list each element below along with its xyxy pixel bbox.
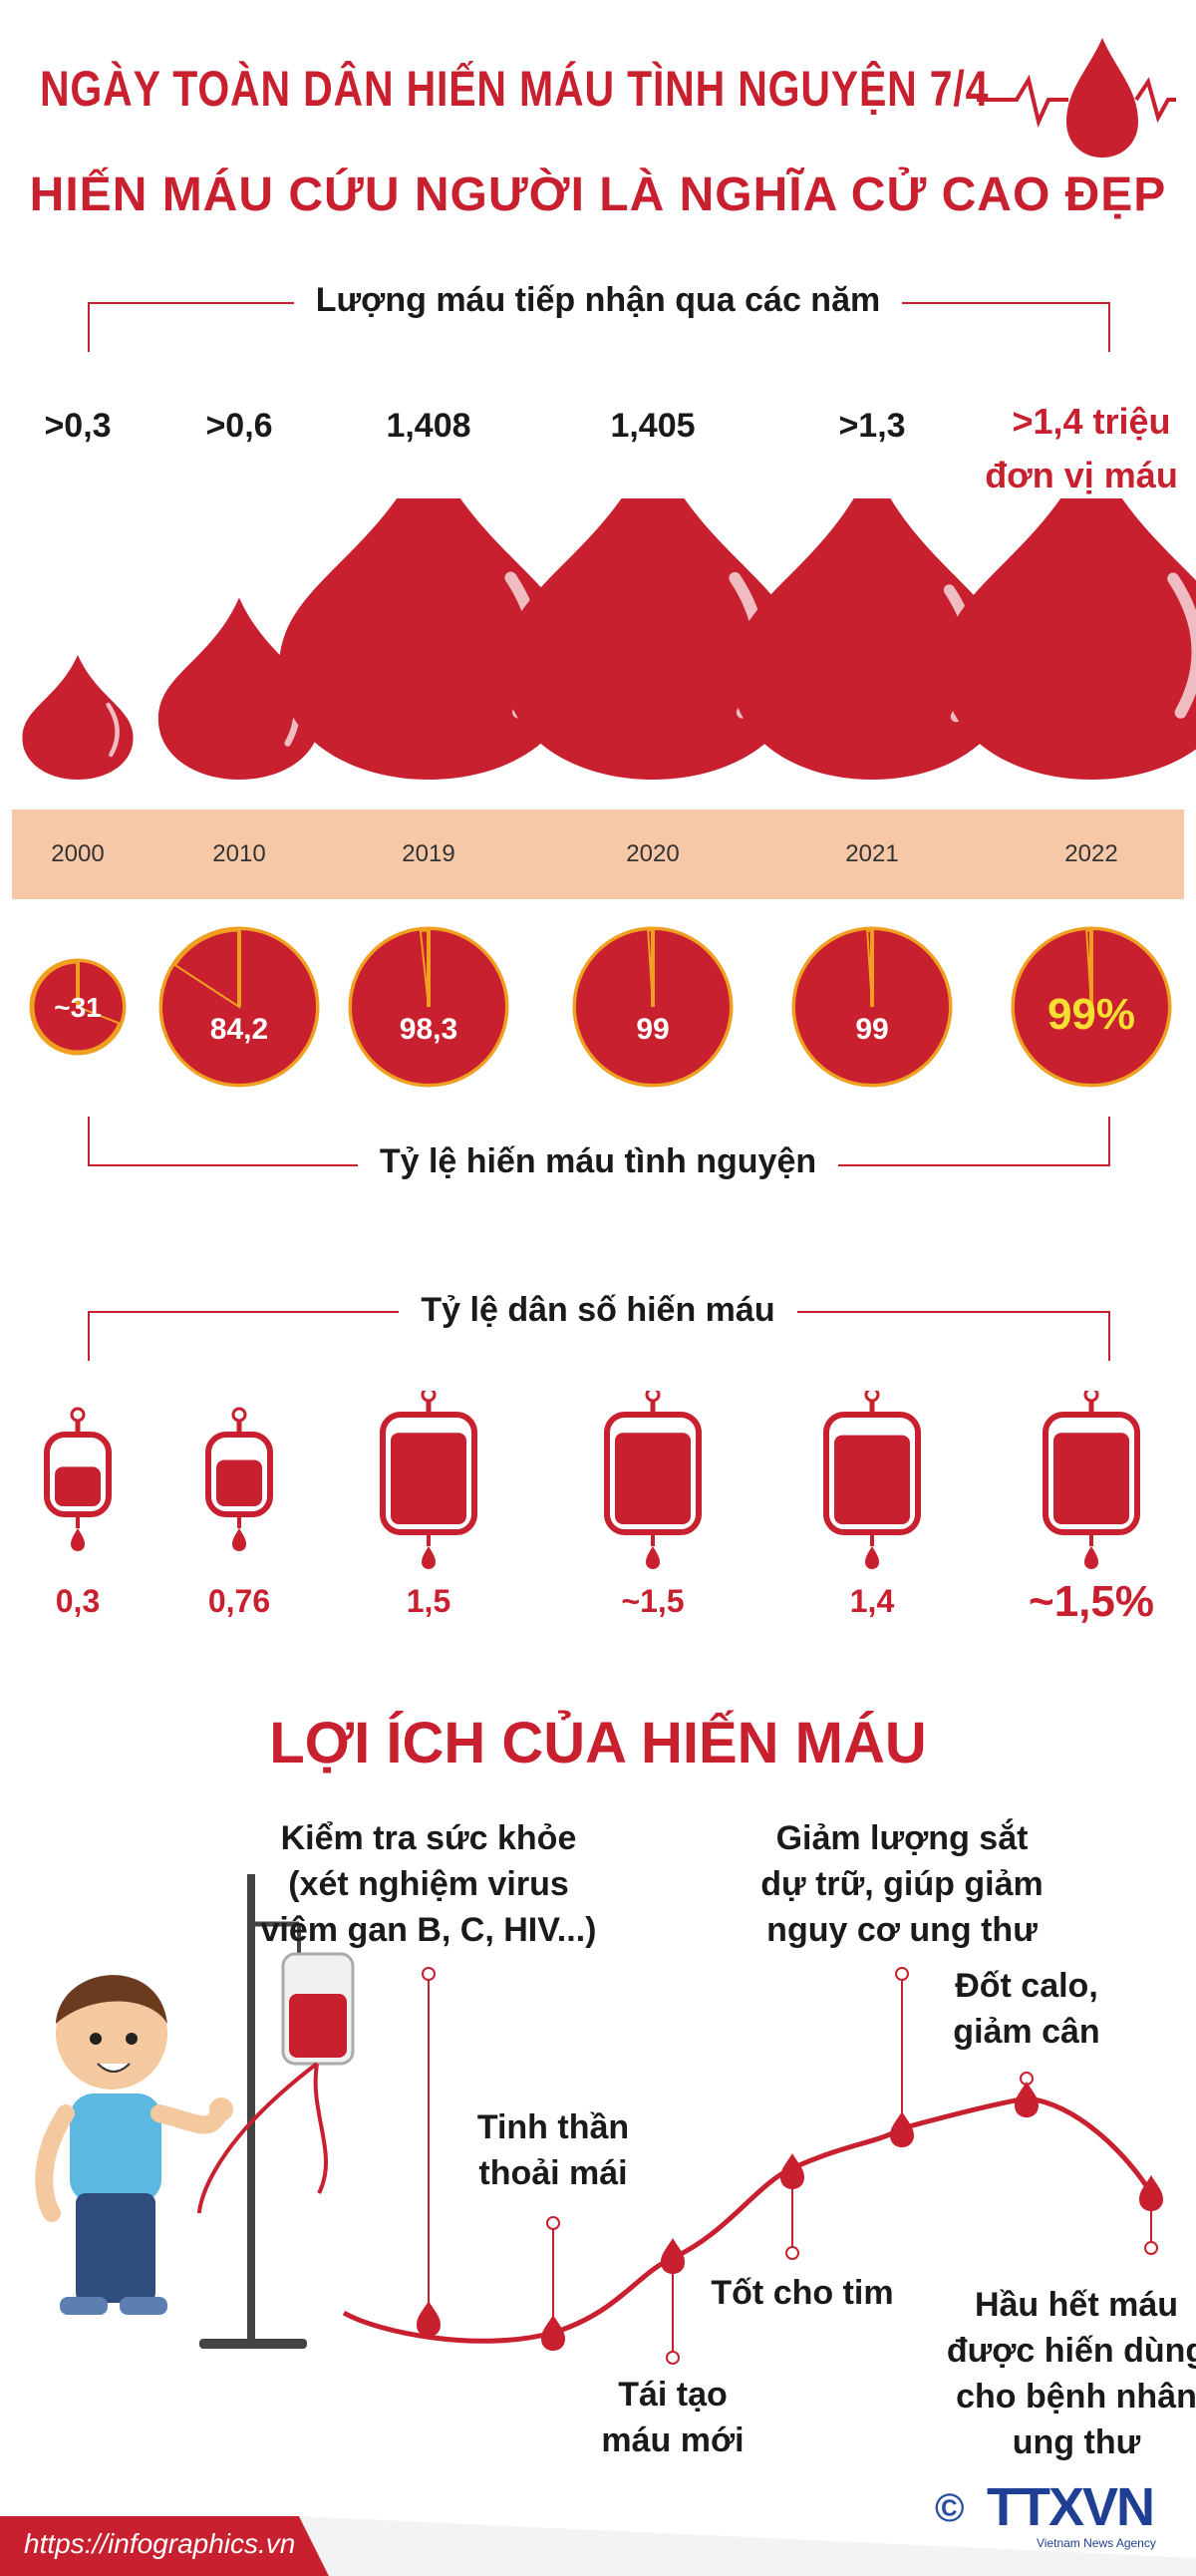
volume-value-label: 1,405: [610, 407, 696, 445]
benefit-line: Kiểm tra sức khỏe: [280, 1819, 577, 1857]
benefit-item: Giảm lượng sắt dự trữ, giúp giảm nguy cơ u…: [713, 1816, 1091, 1954]
benefit-item: Đốt calo, giảm cân: [837, 1964, 1196, 2056]
bag-drip: [71, 1528, 85, 1551]
population-ratio-value: 0,76: [207, 1583, 271, 1619]
benefit-line: giảm cân: [953, 2012, 1100, 2051]
footer-ribbon: [0, 2516, 1196, 2576]
volume-value-label: >0,3: [44, 407, 112, 445]
year-label: 2019: [402, 840, 455, 867]
drop-shine: [1167, 572, 1196, 719]
benefit-item: Hầu hết máu được hiến dùng cho bệnh nhân un…: [887, 2283, 1196, 2466]
section3-title: Tỷ lệ dân số hiến máu: [399, 1291, 797, 1329]
ttxvn-logo-subtitle: Vietnam News Agency: [1037, 2536, 1156, 2550]
blood-drop-chart: [22, 498, 1196, 780]
bag-hook: [864, 1391, 880, 1403]
benefit-line: Tốt cho tim: [711, 2274, 894, 2312]
benefit-line: dự trữ, giúp giảm: [760, 1864, 1044, 1903]
bag-fill: [1053, 1433, 1129, 1524]
drop-shine: [106, 702, 120, 758]
benefit-line: viêm gan B, C, HIV...): [260, 1910, 597, 1949]
benefits-title: LỢI ÍCH CỦA HIẾN MÁU: [269, 1711, 927, 1775]
benefit-line: Tái tạo: [618, 2376, 728, 2414]
section1-title: Lượng máu tiếp nhận qua các năm: [293, 281, 903, 319]
volume-value-label: >0,6: [205, 407, 273, 445]
benefit-line: Tinh thần: [476, 2108, 630, 2146]
year-band: [12, 809, 1184, 899]
footer-url[interactable]: https://infographics.vn: [24, 2528, 296, 2559]
benefit-line: (xét nghiệm virus: [288, 1864, 569, 1903]
benefit-line: Hầu hết máu: [974, 2286, 1179, 2324]
benefit-item: Tinh thần thoải mái: [364, 2105, 743, 2197]
bag-hook: [645, 1391, 661, 1403]
unit-label: đơn vị máu: [985, 455, 1178, 495]
benefit-line: nguy cơ ung thư: [766, 1910, 1038, 1949]
population-ratio-chart: [44, 1391, 1140, 1569]
ratio-value-label: ~31: [54, 992, 102, 1023]
volume-value-label: >1,4 triệu: [1012, 401, 1171, 442]
section2-title: Tỷ lệ hiến máu tình nguyện: [357, 1142, 839, 1180]
bag-drip: [646, 1546, 660, 1569]
benefit-line: ung thư: [1012, 2422, 1141, 2461]
bag-drip: [1084, 1546, 1098, 1569]
donor-boy-icon: [35, 1975, 233, 2315]
bag-hook: [70, 1407, 86, 1423]
blood-drop-2010: [157, 597, 321, 780]
iv-stand-icon: [197, 1874, 355, 2349]
page-title: NGÀY TOÀN DÂN HIẾN MÁU TÌNH NGUYỆN 7/4: [40, 61, 990, 117]
heartbeat-drop-icon: [977, 38, 1176, 158]
blood-drop-2020: [503, 498, 802, 780]
ratio-value-label: 99: [636, 1013, 669, 1046]
blood-drop-2022: [942, 498, 1196, 780]
ttxvn-logo: TTXVN: [987, 2477, 1155, 2537]
benefit-line: máu mới: [601, 2420, 745, 2459]
blood-drop-2000: [22, 654, 134, 780]
population-ratio-value: 1,4: [849, 1583, 895, 1619]
ratio-value-label: 84,2: [210, 1013, 268, 1046]
volume-value-label: 1,408: [386, 407, 471, 445]
benefit-line: Giảm lượng sắt: [775, 1819, 1029, 1857]
bag-drip: [865, 1546, 879, 1569]
benefit-line: thoải mái: [478, 2153, 628, 2192]
bag-hook: [1083, 1391, 1099, 1403]
ratio-value-label: 98,3: [400, 1013, 457, 1046]
benefit-line: được hiến dùng: [946, 2331, 1196, 2370]
benefit-line: Đốt calo,: [955, 1967, 1098, 2005]
blood-drop-2021: [732, 498, 1013, 780]
year-label: 2022: [1064, 840, 1118, 867]
population-ratio-value: 1,5: [406, 1583, 451, 1619]
bag-hook: [421, 1391, 437, 1403]
year-label: 2000: [51, 840, 105, 867]
benefit-item: Kiểm tra sức khỏe (xét nghiệm virus viêm g…: [239, 1816, 618, 1954]
blood-drop-2019: [279, 498, 578, 780]
population-ratio-value: 0,3: [55, 1583, 101, 1619]
population-ratio-value: ~1,5: [621, 1583, 685, 1619]
bag-fill: [55, 1466, 101, 1506]
bag-fill: [615, 1433, 691, 1524]
benefit-item: Tái tạo máu mới: [483, 2373, 862, 2464]
population-ratio-value: ~1,5%: [1029, 1577, 1154, 1626]
bag-drip: [232, 1528, 246, 1551]
benefit-line: cho bệnh nhân: [956, 2377, 1196, 2415]
benefit-item: Tốt cho tim: [613, 2271, 992, 2317]
volume-value-label: >1,3: [838, 407, 906, 445]
ratio-slice: [77, 959, 125, 1026]
bag-fill: [834, 1435, 910, 1524]
year-label: 2010: [212, 840, 266, 867]
page-subtitle: HIẾN MÁU CỨU NGƯỜI LÀ NGHĨA CỬ CAO ĐẸP: [29, 168, 1167, 221]
year-label: 2020: [626, 840, 680, 867]
bag-drip: [422, 1546, 436, 1569]
bag-fill: [216, 1459, 262, 1506]
copyright-icon: ©: [935, 2486, 965, 2530]
bag-hook: [231, 1407, 247, 1423]
benefits-illustration: [35, 1874, 1163, 2365]
bag-fill: [391, 1433, 466, 1524]
voluntary-ratio-chart: ~31 84,2 98,3 99 99 99%: [29, 926, 1172, 1088]
year-label: 2021: [845, 840, 899, 867]
ratio-value-label: 99%: [1047, 990, 1135, 1039]
ratio-value-label: 99: [855, 1013, 888, 1046]
